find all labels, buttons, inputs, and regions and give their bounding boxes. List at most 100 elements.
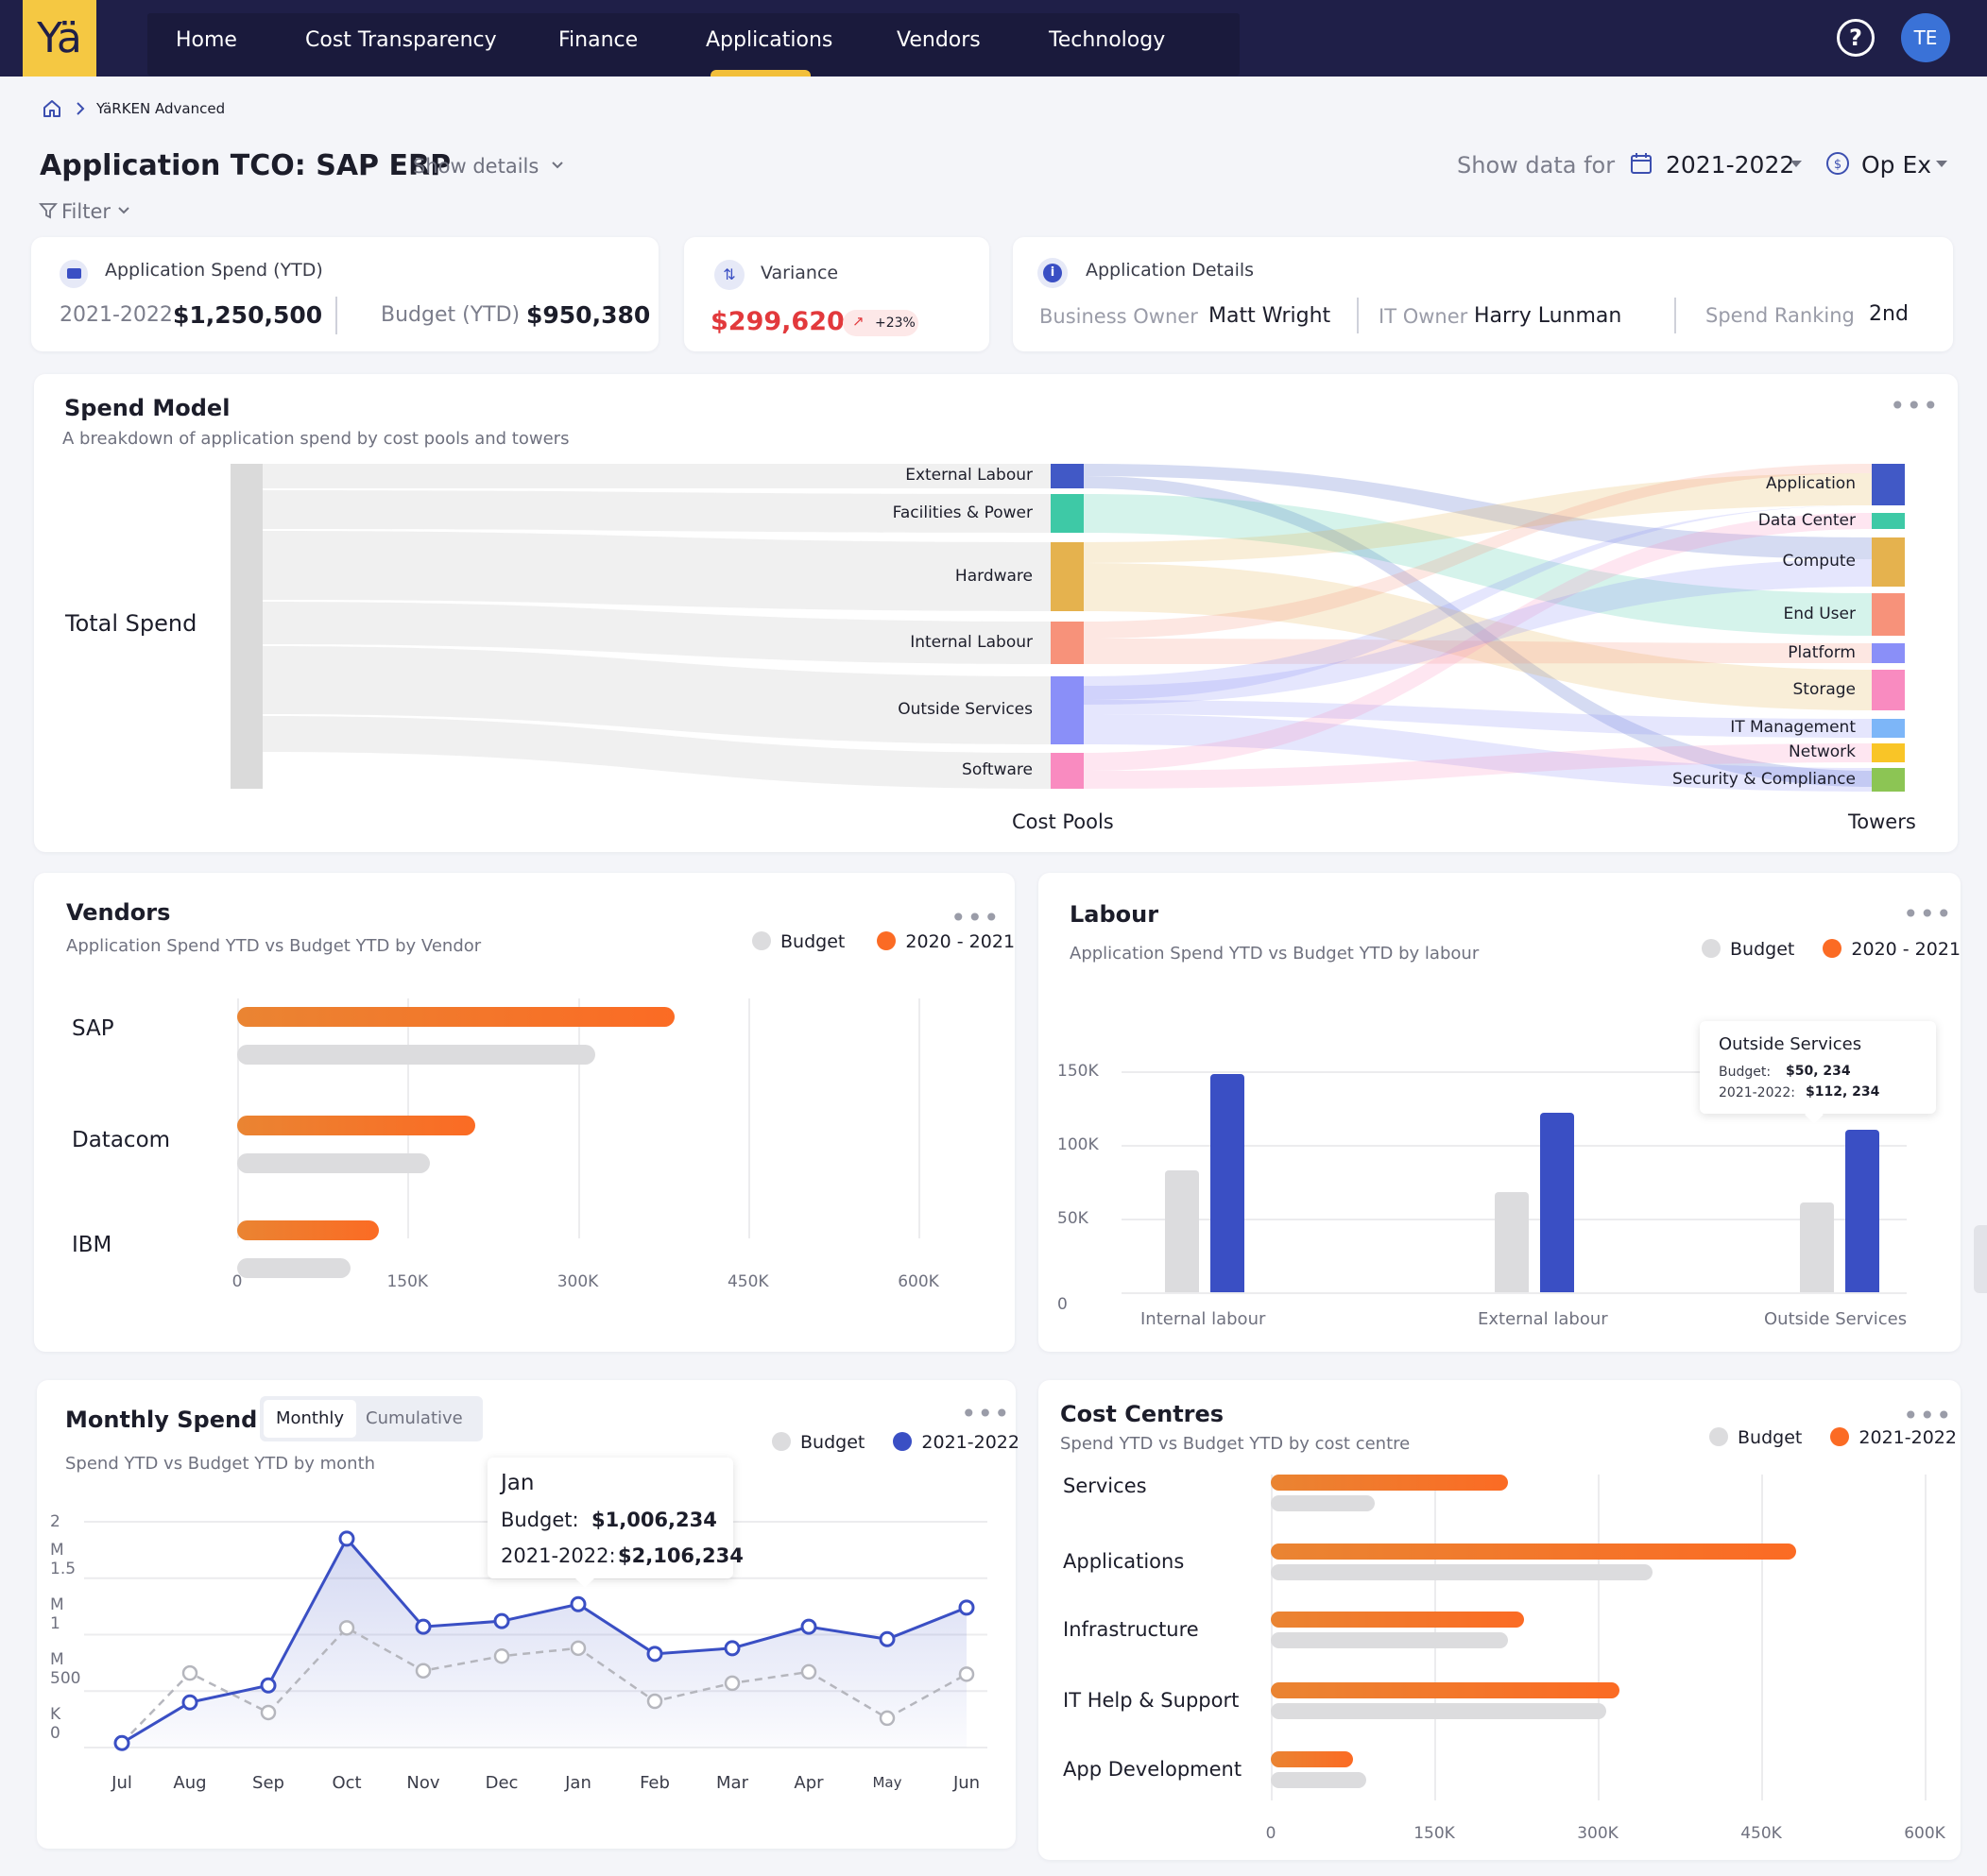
filter-icon[interactable] (39, 201, 58, 220)
card-subtitle: Application Spend YTD vs Budget YTD by l… (1070, 944, 1480, 964)
chevron-right-icon (77, 102, 85, 115)
chart-tooltip: Outside Services Budget: $50, 234 2021-2… (1700, 1021, 1936, 1124)
x-tick-label: Oct (332, 1773, 362, 1793)
gridline (1761, 1475, 1763, 1800)
tower-node (1872, 768, 1905, 792)
cost-pools-axis-label: Cost Pools (1012, 810, 1114, 833)
actual-point (260, 1677, 277, 1694)
caret-down-icon[interactable] (1790, 160, 1803, 168)
chevron-down-icon[interactable] (551, 161, 564, 170)
info-icon: i (1037, 258, 1068, 288)
home-icon[interactable] (42, 98, 62, 119)
y-tick-label: 0 (1057, 1295, 1068, 1314)
card-title: Variance (761, 263, 839, 283)
nav-cost-transparency[interactable]: Cost Transparency (305, 28, 497, 52)
legend-budget: Budget (1730, 939, 1795, 960)
more-options-icon[interactable]: ••• (961, 1398, 1011, 1429)
tooltip-title: Jan (501, 1471, 535, 1495)
cost-pool-label: Facilities & Power (892, 503, 1033, 522)
x-tick-label: Sep (252, 1773, 284, 1793)
nav-home[interactable]: Home (176, 28, 237, 52)
show-details-button[interactable]: Show details (413, 155, 540, 178)
x-tick-label: Nov (406, 1773, 440, 1793)
breadcrumb[interactable]: YäRKEN Advanced (96, 100, 226, 117)
coin-icon: $ (1826, 152, 1849, 175)
actual-point (113, 1734, 130, 1751)
category-label: Applications (1063, 1550, 1185, 1573)
tower-node (1872, 537, 1905, 587)
actual-bar (237, 1007, 675, 1027)
tooltip-title: Outside Services (1719, 1034, 1862, 1054)
tab-monthly[interactable]: Monthly (264, 1400, 356, 1438)
x-tick-label: 0 (231, 1272, 243, 1291)
legend: Budget 2020 - 2021 (1702, 939, 1961, 960)
business-owner-value: Matt Wright (1208, 304, 1331, 328)
x-tick-label: 450K (727, 1272, 769, 1291)
flow-band (1084, 714, 1872, 792)
budget-point (181, 1664, 198, 1681)
category-label: SAP (72, 1016, 114, 1041)
y-tick-label: 1 (50, 1614, 60, 1633)
gridline (1122, 1145, 1907, 1147)
tooltip-actual-value: $2,106,234 (618, 1544, 744, 1567)
x-tick-label: Outside Services (1764, 1309, 1908, 1329)
legend-actual: 2020 - 2021 (905, 931, 1016, 952)
budget-point (415, 1663, 432, 1679)
flow-band (1084, 494, 1872, 636)
budget-label: Budget (YTD) (381, 303, 521, 327)
legend: Budget 2020 - 2021 (752, 931, 1015, 952)
view-toggle: Monthly Cumulative (260, 1396, 483, 1441)
more-options-icon[interactable]: ••• (1890, 390, 1940, 421)
flow-band (1084, 639, 1872, 664)
business-owner-label: Business Owner (1039, 305, 1198, 328)
flow-band (263, 531, 1051, 611)
filter-button[interactable]: Filter (61, 200, 111, 223)
year-select[interactable]: 2021-2022 (1666, 151, 1795, 179)
tower-label: End User (1783, 604, 1856, 623)
cost-pool-node (1051, 494, 1084, 533)
x-tick-label: Mar (716, 1773, 748, 1793)
nav-applications[interactable]: Applications (706, 28, 833, 52)
flow-band (263, 490, 1051, 533)
spend-type-select[interactable]: Op Ex (1861, 151, 1932, 179)
chart-tooltip: Jan Budget: $1,006,234 2021-2022: $2,106… (488, 1458, 744, 1588)
cost-centres-card: Cost Centres Spend YTD vs Budget YTD by … (1038, 1380, 1961, 1860)
spend-model-card: Spend Model A breakdown of application s… (34, 374, 1958, 852)
caret-down-icon[interactable] (1935, 160, 1948, 168)
help-icon[interactable]: ? (1837, 19, 1875, 57)
category-label: IBM (72, 1233, 112, 1257)
y-axis-labels: 2 M 1.5 M 1 M 500 K 0 (50, 1512, 88, 1758)
x-tick-label: 600K (898, 1272, 939, 1291)
more-options-icon[interactable]: ••• (1903, 898, 1953, 929)
nav-technology[interactable]: Technology (1049, 28, 1166, 52)
legend-budget: Budget (780, 931, 846, 952)
flow-band (1084, 505, 1872, 700)
chevron-down-icon[interactable] (117, 207, 130, 215)
logo[interactable]: Yä (23, 0, 96, 77)
y-tick-label: M (50, 1541, 64, 1560)
tower-node (1872, 464, 1905, 505)
money-icon (60, 260, 88, 288)
vendors-chart: 0 150K 300K 450K 600K SAP Datacom IBM (34, 873, 1015, 1352)
cost-pool-node (1051, 676, 1084, 744)
gridline (1122, 1292, 1907, 1294)
more-options-icon[interactable]: ••• (951, 902, 1001, 933)
tower-label: Network (1789, 742, 1856, 761)
variance-card: ⇅ Variance $299,620 ↗ +23% (684, 237, 989, 351)
budget-bar (1271, 1772, 1367, 1788)
flow-band (1084, 464, 1872, 639)
more-options-icon[interactable]: ••• (1903, 1400, 1953, 1431)
scrollbar-handle[interactable] (1974, 1225, 1987, 1293)
x-tick-label: 450K (1740, 1824, 1782, 1843)
legend: Budget 2021-2022 (1709, 1427, 1957, 1448)
category-label: Services (1063, 1475, 1147, 1497)
avatar[interactable]: TE (1901, 13, 1950, 62)
y-tick-label: 150K (1057, 1062, 1099, 1081)
x-tick-label: 300K (1577, 1824, 1619, 1843)
pool-flows (263, 464, 1051, 789)
nav-vendors[interactable]: Vendors (897, 28, 981, 52)
tab-cumulative[interactable]: Cumulative (366, 1408, 463, 1428)
actual-point (800, 1618, 817, 1635)
nav-finance[interactable]: Finance (558, 28, 639, 52)
svg-text:$: $ (1834, 158, 1841, 172)
